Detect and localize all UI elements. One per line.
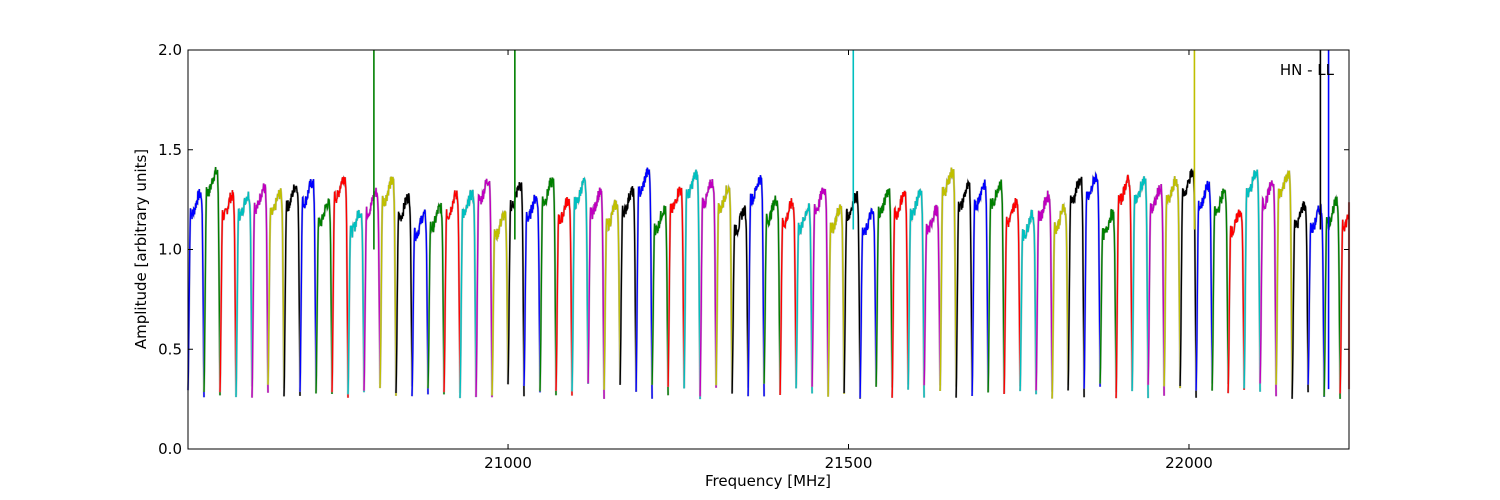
channel-trace-68 bbox=[1275, 170, 1293, 395]
x-tick-label-1: 21500 bbox=[825, 454, 873, 472]
channel-trace-65 bbox=[1227, 209, 1245, 394]
channel-trace-0 bbox=[187, 188, 205, 398]
channel-trace-12 bbox=[379, 176, 397, 396]
channel-trace-22 bbox=[539, 177, 557, 396]
channel-trace-32 bbox=[699, 179, 717, 397]
y-tick-label-3: 1.5 bbox=[158, 141, 182, 159]
channel-trace-66 bbox=[1243, 169, 1261, 392]
y-tick-label-4: 2.0 bbox=[158, 41, 182, 59]
channel-trace-17 bbox=[459, 189, 477, 399]
channel-trace-13 bbox=[395, 193, 413, 394]
channel-trace-42 bbox=[859, 207, 877, 399]
channel-trace-9 bbox=[331, 175, 349, 398]
channel-trace-60 bbox=[1147, 183, 1165, 396]
channel-trace-57 bbox=[1099, 208, 1117, 393]
channel-trace-27 bbox=[619, 186, 637, 392]
channel-trace-69 bbox=[1291, 201, 1309, 399]
channel-trace-2 bbox=[219, 190, 237, 395]
channel-trace-37 bbox=[779, 198, 797, 396]
channel-trace-52 bbox=[1019, 209, 1037, 395]
channel-trace-16 bbox=[443, 190, 461, 394]
channel-trace-30 bbox=[667, 186, 685, 388]
channel-trace-54 bbox=[1051, 203, 1069, 399]
channel-trace-64 bbox=[1211, 188, 1229, 391]
channel-trace-44 bbox=[891, 190, 909, 398]
channel-trace-25 bbox=[587, 187, 605, 399]
channel-trace-10 bbox=[347, 209, 365, 395]
channel-trace-70 bbox=[1307, 204, 1325, 397]
channel-trace-47 bbox=[939, 167, 957, 392]
annotation-label: HN - LL bbox=[1280, 61, 1335, 79]
channel-trace-45 bbox=[907, 188, 925, 398]
channel-trace-28 bbox=[635, 167, 653, 399]
channel-trace-3 bbox=[235, 191, 253, 398]
channel-trace-49 bbox=[971, 179, 989, 397]
channel-trace-23 bbox=[555, 197, 573, 396]
x-axis-label: Frequency [MHz] bbox=[705, 472, 831, 490]
channel-trace-4 bbox=[251, 183, 269, 398]
channel-trace-35 bbox=[747, 174, 765, 397]
channel-trace-31 bbox=[683, 169, 701, 400]
channel-trace-14 bbox=[411, 209, 429, 397]
channel-trace-26 bbox=[603, 199, 621, 390]
y-axis-label: Amplitude [arbitrary units] bbox=[132, 149, 150, 349]
channel-trace-33 bbox=[715, 184, 733, 393]
channel-trace-34 bbox=[731, 205, 749, 394]
channel-trace-38 bbox=[795, 203, 813, 394]
channel-trace-43 bbox=[875, 188, 893, 388]
x-tick-label-2: 22000 bbox=[1165, 454, 1213, 472]
channel-trace-53 bbox=[1035, 190, 1053, 392]
channel-trace-8 bbox=[315, 198, 333, 395]
channel-trace-39 bbox=[811, 187, 829, 395]
data-layer bbox=[186, 50, 1351, 400]
channel-trace-36 bbox=[763, 195, 781, 394]
channel-trace-48 bbox=[955, 179, 973, 398]
channel-trace-56 bbox=[1083, 171, 1101, 389]
channel-trace-29 bbox=[651, 205, 669, 396]
channel-trace-59 bbox=[1131, 176, 1149, 399]
x-tick-label-0: 21000 bbox=[484, 454, 532, 472]
channel-trace-55 bbox=[1067, 176, 1085, 398]
channel-trace-7 bbox=[299, 179, 317, 392]
channel-trace-20 bbox=[507, 182, 525, 397]
channel-trace-24 bbox=[571, 177, 589, 392]
ticks-layer: 21000 21500 22000 0.0 0.5 1.0 1.5 2.0 bbox=[158, 41, 1349, 472]
channel-trace-6 bbox=[283, 184, 301, 397]
channel-trace-61 bbox=[1163, 176, 1181, 389]
channel-trace-19 bbox=[491, 210, 509, 396]
channel-trace-46 bbox=[923, 204, 941, 386]
channel-trace-21 bbox=[523, 194, 541, 393]
y-tick-label-2: 1.0 bbox=[158, 241, 182, 259]
channel-trace-1 bbox=[203, 166, 221, 396]
channel-trace-63 bbox=[1195, 180, 1213, 391]
channel-trace-40 bbox=[827, 204, 845, 397]
channel-trace-62 bbox=[1179, 168, 1197, 398]
channel-trace-71 bbox=[1323, 195, 1341, 399]
channel-trace-50 bbox=[987, 179, 1005, 394]
channel-trace-15 bbox=[427, 202, 445, 395]
y-tick-label-0: 0.0 bbox=[158, 440, 182, 458]
channel-trace-41 bbox=[843, 190, 861, 399]
channel-trace-5 bbox=[267, 188, 285, 389]
channel-trace-58 bbox=[1115, 174, 1133, 399]
channel-trace-67 bbox=[1259, 180, 1277, 397]
y-tick-label-1: 0.5 bbox=[158, 340, 182, 358]
channel-trace-11 bbox=[363, 187, 381, 391]
channel-trace-51 bbox=[1003, 197, 1021, 395]
channel-trace-18 bbox=[475, 178, 493, 398]
